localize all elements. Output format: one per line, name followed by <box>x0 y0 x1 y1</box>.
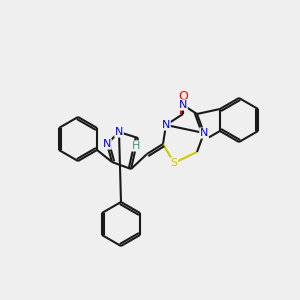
Text: H: H <box>132 141 140 151</box>
Text: N: N <box>162 120 170 130</box>
Text: O: O <box>178 89 188 103</box>
Text: S: S <box>170 158 178 168</box>
Text: N: N <box>200 128 208 138</box>
Text: N: N <box>179 100 187 110</box>
Text: N: N <box>115 127 123 137</box>
Text: N: N <box>103 139 111 149</box>
